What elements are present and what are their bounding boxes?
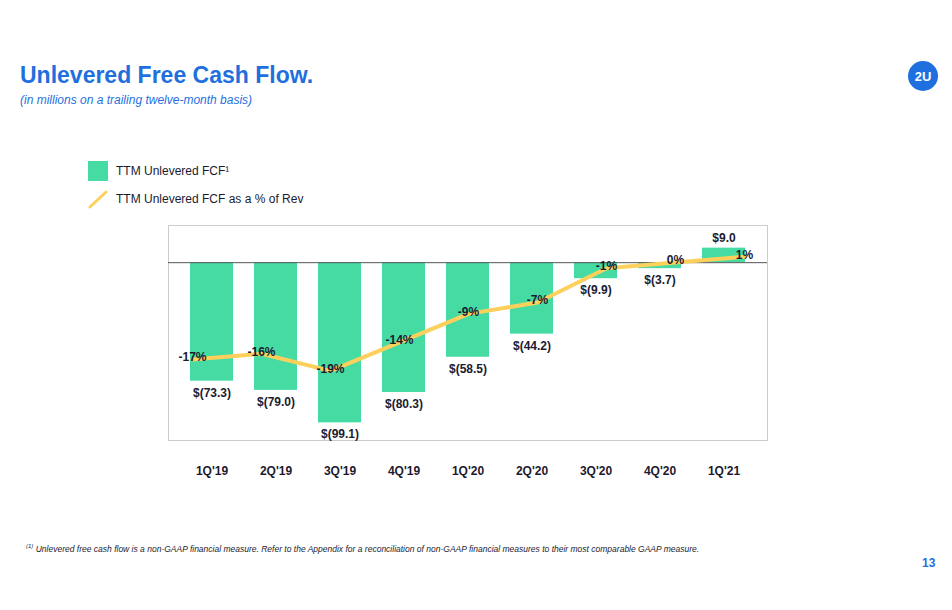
svg-text:$(73.3): $(73.3) [193, 386, 231, 400]
html-text:2U: 2U [914, 68, 932, 84]
html-text:Unlevered Free Cash Flow.: Unlevered Free Cash Flow. [20, 62, 314, 88]
svg-text:$(9.9): $(9.9) [580, 283, 611, 297]
svg-text:$(79.0): $(79.0) [257, 395, 295, 409]
svg-text:-1%: -1% [596, 259, 618, 273]
svg-text:1Q'20: 1Q'20 [452, 464, 485, 478]
svg-text:$(3.7): $(3.7) [644, 273, 675, 287]
svg-text:-7%: -7% [527, 293, 549, 307]
svg-text:-16%: -16% [247, 345, 275, 359]
svg-text:-14%: -14% [385, 333, 413, 347]
svg-text:-17%: -17% [178, 350, 206, 364]
html-text:13: 13 [922, 556, 936, 570]
svg-text:$(99.1): $(99.1) [321, 427, 359, 441]
svg-text:$9.0: $9.0 [712, 231, 736, 245]
svg-text:3Q'19: 3Q'19 [324, 464, 357, 478]
svg-text:$(44.2): $(44.2) [513, 339, 551, 353]
svg-text:-9%: -9% [458, 305, 480, 319]
svg-text:2Q'19: 2Q'19 [260, 464, 293, 478]
svg-text:4Q'20: 4Q'20 [644, 464, 677, 478]
svg-text:3Q'20: 3Q'20 [580, 464, 613, 478]
svg-text:-19%: -19% [316, 362, 344, 376]
svg-text:$(58.5): $(58.5) [449, 362, 487, 376]
html-text:TTM Unlevered FCF¹: TTM Unlevered FCF¹ [116, 164, 230, 178]
html-text:TTM Unlevered FCF as a % of Re: TTM Unlevered FCF as a % of Rev [116, 192, 304, 206]
svg-text:1Q'21: 1Q'21 [708, 464, 741, 478]
html-text:(1)Unlevered free cash flow is: (1)Unlevered free cash flow is a non-GAA… [26, 543, 700, 554]
svg-text:1%: 1% [736, 248, 754, 262]
html-text:(in millions on a trailing twe: (in millions on a trailing twelve-month … [20, 93, 253, 107]
svg-text:2Q'20: 2Q'20 [516, 464, 549, 478]
svg-text:0%: 0% [667, 253, 685, 267]
svg-text:4Q'19: 4Q'19 [388, 464, 421, 478]
svg-text:1Q'19: 1Q'19 [196, 464, 229, 478]
svg-text:$(80.3): $(80.3) [385, 397, 423, 411]
